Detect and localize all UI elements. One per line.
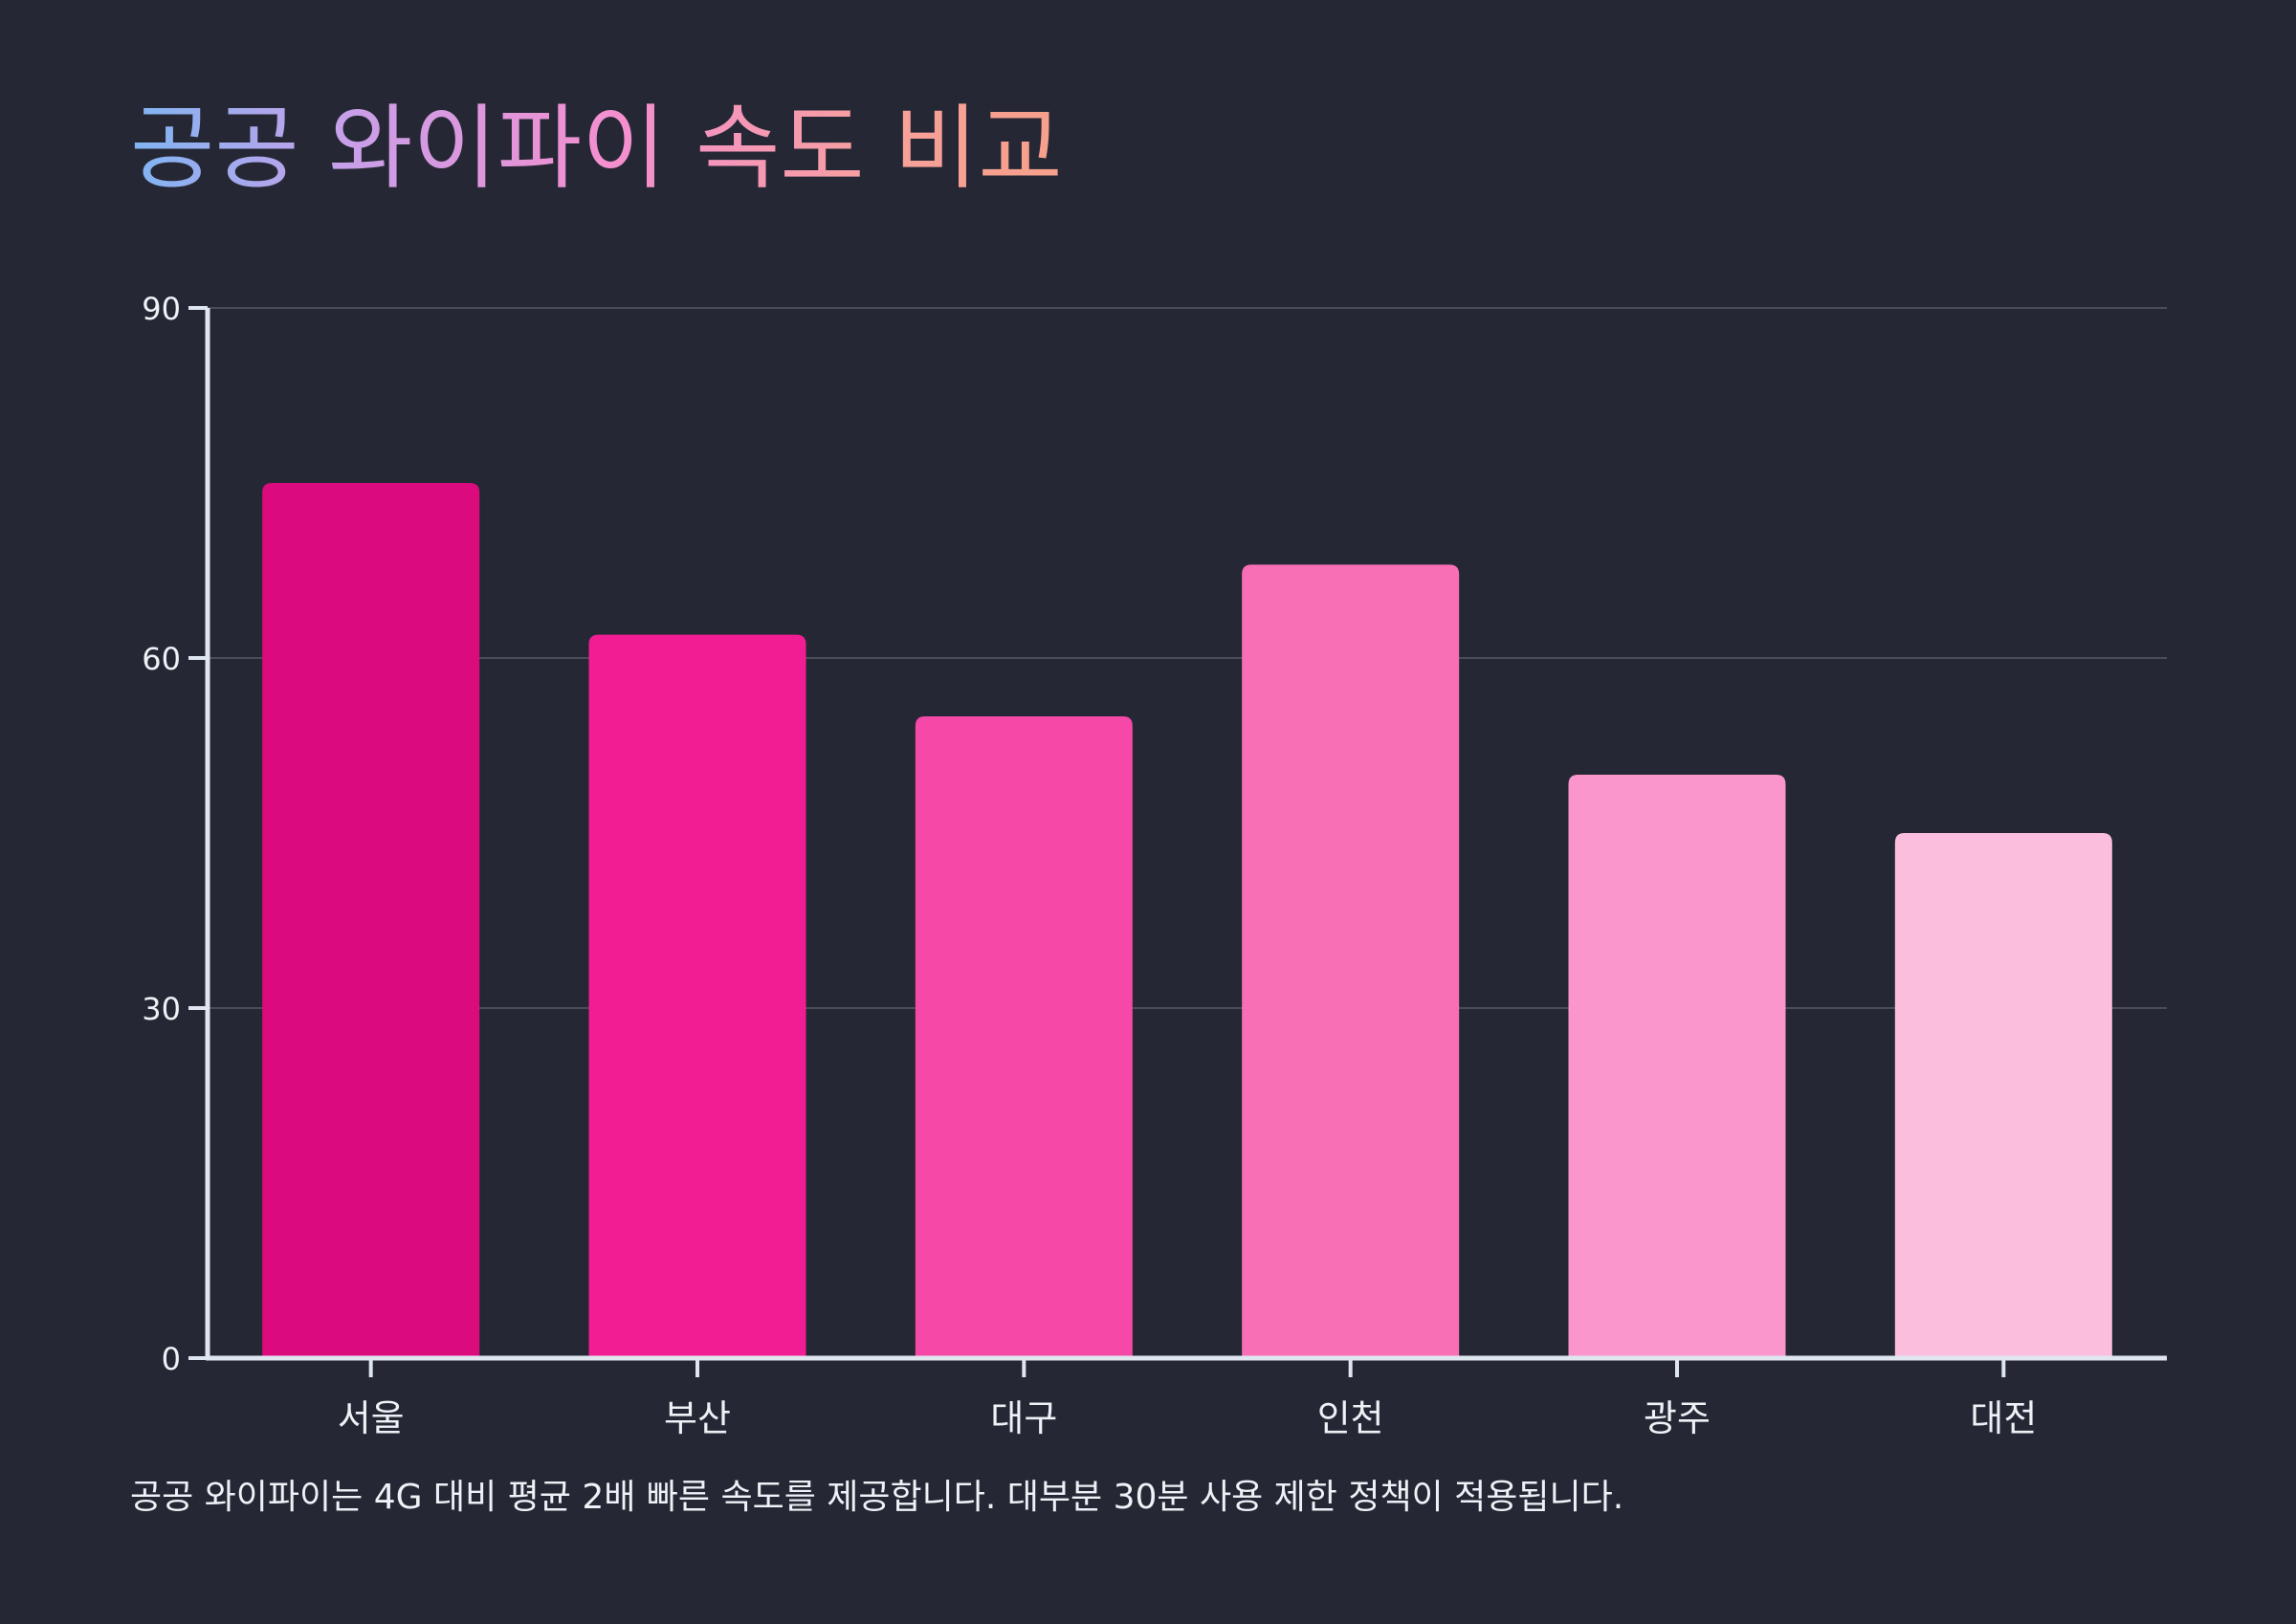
chart-title: 공공 와이파이 속도 비교 (130, 94, 1063, 204)
bar-2 (588, 634, 806, 1358)
y-tick-label: 90 (142, 291, 181, 327)
y-tick-label: 30 (142, 991, 181, 1027)
bar-3 (915, 716, 1133, 1358)
x-tick-label: 부산 (664, 1397, 731, 1439)
x-tick-label: 서울 (338, 1397, 405, 1439)
y-tick-label: 0 (162, 1341, 181, 1377)
bar-1 (262, 483, 480, 1358)
x-tick-label: 대전 (1970, 1397, 2037, 1439)
x-tick-label: 광주 (1644, 1397, 1711, 1439)
x-tick-label: 인천 (1317, 1397, 1384, 1439)
x-tick-label: 대구 (990, 1397, 1057, 1439)
bar-6 (1894, 833, 2112, 1358)
chart-footnote: 공공 와이파이는 4G 대비 평균 2배 빠른 속도를 제공합니다. 대부분 3… (130, 1478, 1624, 1517)
bar-5 (1568, 775, 1786, 1358)
bar-4 (1242, 564, 1460, 1358)
y-tick-label: 60 (142, 641, 181, 677)
